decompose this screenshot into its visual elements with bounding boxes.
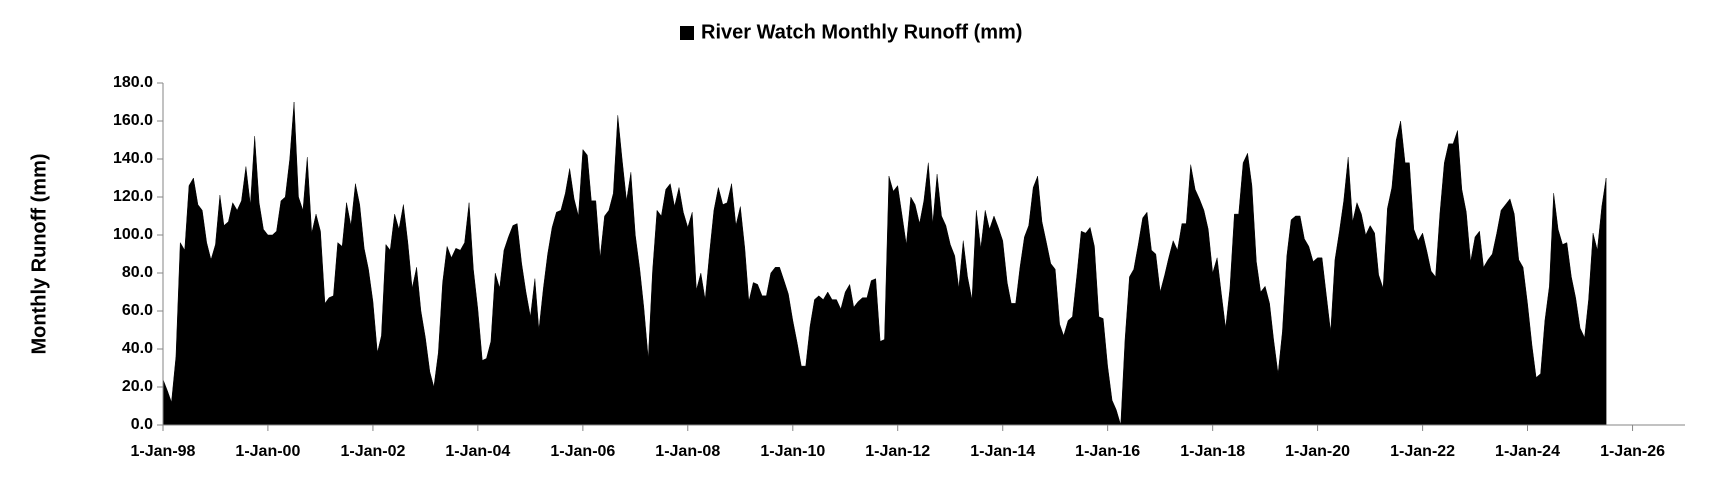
y-tick-label: 20.0 (122, 378, 153, 395)
y-tick-label: 40.0 (122, 340, 153, 357)
y-tick-label: 80.0 (122, 264, 153, 281)
x-tick-label: 1-Jan-16 (1075, 443, 1140, 460)
y-tick-label: 120.0 (113, 188, 153, 205)
x-tick-label: 1-Jan-02 (340, 443, 405, 460)
x-tick-label: 1-Jan-04 (445, 443, 510, 460)
x-tick-label: 1-Jan-22 (1390, 443, 1455, 460)
y-axis-label: Monthly Runoff (mm) (28, 153, 50, 354)
x-tick-label: 1-Jan-06 (550, 443, 615, 460)
x-tick-label: 1-Jan-14 (970, 443, 1035, 460)
y-tick-label: 60.0 (122, 302, 153, 319)
legend-swatch (680, 26, 694, 40)
x-tick-label: 1-Jan-00 (235, 443, 300, 460)
area (162, 101, 1607, 426)
y-tick-label: 180.0 (113, 74, 153, 91)
x-tick-label: 1-Jan-08 (655, 443, 720, 460)
legend-label: River Watch Monthly Runoff (mm) (701, 21, 1022, 43)
x-tick-label: 1-Jan-24 (1495, 443, 1560, 460)
y-tick-label: 100.0 (113, 226, 153, 243)
x-tick-label: 1-Jan-20 (1285, 443, 1350, 460)
x-tick-label: 1-Jan-18 (1180, 443, 1245, 460)
x-tick-label: 1-Jan-10 (760, 443, 825, 460)
y-tick-label: 140.0 (113, 150, 153, 167)
y-tick-label: 160.0 (113, 112, 153, 129)
x-tick-label: 1-Jan-98 (131, 443, 196, 460)
y-tick-label: 0.0 (131, 416, 153, 433)
x-tick-label: 1-Jan-12 (865, 443, 930, 460)
x-tick-label: 1-Jan-26 (1600, 443, 1665, 460)
